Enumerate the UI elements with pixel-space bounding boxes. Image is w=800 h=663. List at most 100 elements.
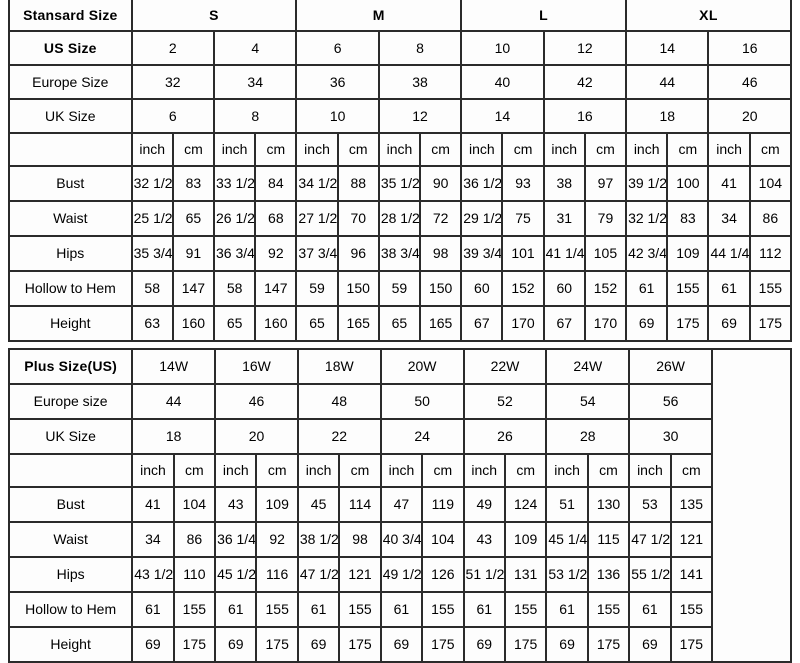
table-row-plus-waist: Waist 34 86 36 1/4 92 38 1/2 98 40 3/4 1…: [7, 521, 791, 558]
table-row-us-size: US Size 2 4 6 8 10 12 14 16: [8, 30, 792, 66]
plus-measure-cell: 175: [255, 626, 299, 663]
europe-size-cell: 36: [295, 64, 380, 100]
plus-measure-cell: 115: [586, 521, 631, 558]
uk-size-cell: 16: [542, 98, 628, 134]
plus-measure-cell: 61: [628, 591, 672, 628]
plus-unit-header-cm: cm: [669, 453, 714, 488]
plus-uk-size-cell: 18: [131, 418, 217, 455]
measure-cell: 65: [171, 200, 216, 237]
row-label-bust: Bust: [8, 165, 133, 202]
us-size-cell: 14: [625, 30, 710, 66]
measure-cell: 101: [501, 235, 545, 272]
plus-us-size-cell: 14W: [131, 348, 217, 385]
unit-header-inch: inch: [625, 132, 669, 167]
plus-measure-cell: 175: [421, 626, 465, 663]
measure-cell: 59: [377, 270, 422, 307]
plus-measure-cell: 104: [172, 486, 217, 523]
plus-unit-header-inch: inch: [379, 453, 424, 488]
plus-measure-cell: 124: [503, 486, 548, 523]
plus-measure-cell: 136: [586, 556, 631, 593]
plus-measure-cell: 49: [462, 486, 506, 523]
plus-us-size-cell: 24W: [545, 348, 631, 385]
plus-measure-cell: 61: [545, 591, 589, 628]
plus-us-size-cell: 26W: [628, 348, 714, 385]
unit-header-cm: cm: [254, 132, 298, 167]
plus-europe-size-cell: 52: [462, 383, 548, 420]
unit-header-inch: inch: [377, 132, 422, 167]
row-label-us-size: US Size: [8, 30, 133, 66]
plus-measure-cell: 47: [379, 486, 424, 523]
plus-unit-header-cm: cm: [421, 453, 465, 488]
plus-unit-header-cm: cm: [338, 453, 382, 488]
plus-measure-cell: 119: [421, 486, 465, 523]
measure-cell: 58: [130, 270, 174, 307]
measure-cell: 61: [707, 270, 751, 307]
plus-us-size-cell: 22W: [462, 348, 548, 385]
plus-unit-header-inch: inch: [545, 453, 589, 488]
plus-measure-cell: 43: [462, 521, 506, 558]
uk-size-cell: 6: [130, 98, 216, 134]
measure-cell: 31: [542, 200, 586, 237]
measure-cell: 112: [748, 235, 793, 272]
measure-cell: 170: [501, 305, 545, 342]
unit-header-cm: cm: [748, 132, 793, 167]
unit-header-cm: cm: [171, 132, 216, 167]
measure-cell: 72: [419, 200, 463, 237]
plus-row-label-height: Height: [7, 626, 134, 663]
plus-measure-cell: 121: [669, 521, 714, 558]
measure-cell: 63: [130, 305, 174, 342]
plus-row-label-bust: Bust: [7, 486, 134, 523]
uk-size-cell: 20: [707, 98, 792, 134]
table-row-plus-height: Height 69 175 69 175 69 175 69 175 69 17…: [7, 626, 791, 663]
row-label-waist: Waist: [8, 200, 133, 237]
plus-measure-cell: 114: [338, 486, 382, 523]
plus-europe-size-cell: 50: [379, 383, 465, 420]
row-label-hips: Hips: [8, 235, 133, 272]
plus-unit-header-cm: cm: [172, 453, 217, 488]
plus-size-table: Plus Size(US) 14W 16W 18W 20W 22W 24W 26…: [7, 348, 792, 663]
plus-unit-header-inch: inch: [462, 453, 506, 488]
measure-cell: 60: [542, 270, 586, 307]
measure-cell: 68: [254, 200, 298, 237]
uk-size-cell: 8: [213, 98, 298, 134]
measure-cell: 84: [254, 165, 298, 202]
plus-measure-cell: 40 3/4: [379, 521, 424, 558]
measure-cell: 32 1/2: [625, 200, 669, 237]
measure-cell: 65: [213, 305, 257, 342]
measure-cell: 65: [377, 305, 422, 342]
measure-cell: 91: [171, 235, 216, 272]
row-label-uk-size: UK Size: [8, 98, 133, 134]
measure-cell: 61: [625, 270, 669, 307]
unit-header-inch: inch: [460, 132, 504, 167]
plus-measure-cell: 61: [214, 591, 258, 628]
plus-measure-cell: 109: [255, 486, 299, 523]
measure-cell: 67: [542, 305, 586, 342]
measure-cell: 39 3/4: [460, 235, 504, 272]
plus-europe-size-cell: 54: [545, 383, 631, 420]
measure-cell: 33 1/2: [213, 165, 257, 202]
us-size-cell: 12: [542, 30, 628, 66]
table-row-units: inch cm inch cm inch cm inch cm inch cm …: [8, 132, 793, 167]
table-row-plus-europe-size: Europe size 44 46 48 50 52 54 56: [7, 383, 791, 420]
measure-cell: 69: [707, 305, 751, 342]
plus-uk-size-cell: 22: [296, 418, 382, 455]
uk-size-cell: 18: [625, 98, 710, 134]
measure-cell: 155: [666, 270, 710, 307]
europe-size-cell: 38: [377, 64, 463, 100]
plus-unit-header-inch: inch: [296, 453, 341, 488]
measure-cell: 28 1/2: [377, 200, 422, 237]
plus-measure-cell: 69: [131, 626, 175, 663]
measure-cell: 152: [583, 270, 628, 307]
measure-cell: 175: [748, 305, 793, 342]
measure-cell: 92: [254, 235, 298, 272]
us-size-cell: 4: [213, 30, 298, 66]
size-chart-page: Stansard Size S M L XL US Size 2 4 6 8 1…: [7, 0, 793, 663]
measure-cell: 109: [666, 235, 710, 272]
measure-cell: 27 1/2: [295, 200, 339, 237]
table-row-plus-units: inch cm inch cm inch cm inch cm inch cm …: [7, 453, 791, 488]
plus-measure-cell: 110: [172, 556, 217, 593]
measure-cell: 88: [336, 165, 380, 202]
measure-cell: 42 3/4: [625, 235, 669, 272]
measure-cell: 39 1/2: [625, 165, 669, 202]
measure-cell: 93: [501, 165, 545, 202]
